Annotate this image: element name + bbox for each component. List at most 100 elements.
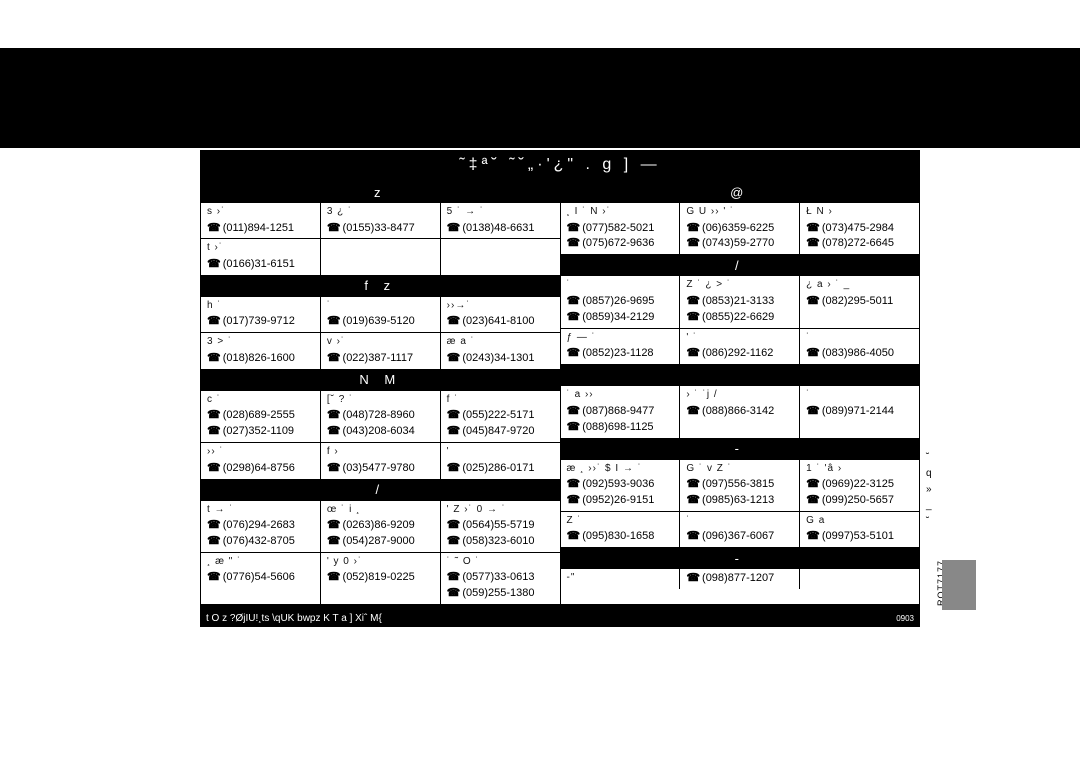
phone-icon: ☎ <box>806 478 820 490</box>
phone-number: ☎(023)641-8100 <box>447 314 556 330</box>
cell: ˙☎(083)986-4050 <box>800 329 919 364</box>
cell: ' ˙☎(086)292-1162 <box>680 329 800 364</box>
phone-icon: ☎ <box>567 421 581 433</box>
phone-number: ☎(0263)86-9209 <box>327 518 436 534</box>
region-body: æ ¸ ››˙ $ I → ˙☎(092)593-9036☎(0952)26-9… <box>561 460 920 548</box>
phone-number: ☎(0564)55-5719 <box>447 518 556 534</box>
cell: ƒ — ˙☎(0852)23-1128 <box>561 329 681 364</box>
location-label: 1 ˙ 'â › <box>806 462 915 477</box>
phone-icon: ☎ <box>686 311 700 323</box>
phone-icon: ☎ <box>447 462 461 474</box>
phone-icon: ☎ <box>327 352 341 364</box>
phone-icon: ☎ <box>686 295 700 307</box>
location-label: ƒ — ˙ <box>567 331 676 346</box>
cell: ˙☎(089)971-2144 <box>800 386 919 437</box>
location-label: ' ˙ <box>686 331 795 346</box>
location-label: [˘ ? ˙ <box>327 393 436 408</box>
location-label: 5 ˙ → ˙ <box>447 205 556 220</box>
phone-icon: ☎ <box>567 311 581 323</box>
cell: ¸ I ˙ N ›˙☎(077)582-5021☎(075)672-9636 <box>561 203 681 254</box>
phone-number: ☎(052)819-0225 <box>327 570 436 586</box>
phone-number: ☎(0857)26-9695 <box>567 294 676 310</box>
phone-icon: ☎ <box>327 571 341 583</box>
table-row: ˙ a ››☎(087)868-9477☎(088)698-1125 › ˙ ˙… <box>561 386 920 437</box>
cell: 5 ˙ → ˙☎(0138)48-6631 <box>441 203 560 238</box>
cell: › ˙ ˙j /☎(088)866-3142 <box>680 386 800 437</box>
cell: [˘ ? ˙☎(048)728-8960☎(043)208-6034 <box>321 391 441 442</box>
phone-number: ☎(0776)54-5606 <box>207 570 316 586</box>
phone-number: ☎(088)698-1125 <box>567 420 676 436</box>
region-header: N M <box>201 369 560 391</box>
table-row: s ›˙☎(011)894-1251 3 ¿ ˙☎(0155)33-8477 5 ˙… <box>201 203 560 239</box>
phone-number: ☎(0298)64-8756 <box>207 461 316 477</box>
phone-number: ☎(075)672-9636 <box>567 236 676 252</box>
cell: f ˙☎(055)222-5171☎(045)847-9720 <box>441 391 560 442</box>
phone-number: ☎(082)295-5011 <box>806 294 915 310</box>
region-header: @ <box>561 181 920 203</box>
location-label: ›› ˙ <box>207 445 316 460</box>
phone-icon: ☎ <box>686 478 700 490</box>
location-label: v ›˙ <box>327 335 436 350</box>
location-label: s ›˙ <box>207 205 316 220</box>
phone-number: ☎(078)272-6645 <box>806 236 915 252</box>
region-header: f z <box>201 275 560 297</box>
phone-number: ☎(083)986-4050 <box>806 346 915 362</box>
cell: t ›˙☎(0166)31-6151 <box>201 239 321 274</box>
phone-number: ☎(048)728-8960 <box>327 408 436 424</box>
cell: h ˙☎(017)739-9712 <box>201 297 321 332</box>
table-row: c ˙☎(028)689-2555☎(027)352-1109[˘ ? ˙☎(0… <box>201 391 560 443</box>
location-label: ¸ I ˙ N ›˙ <box>567 205 676 220</box>
phone-number: ☎(099)250-5657 <box>806 493 915 509</box>
region-body: t → ˙☎(076)294-2683☎(076)432-8705 œ ˙ i ¸… <box>201 501 560 605</box>
phone-icon: ☎ <box>207 425 221 437</box>
cell: f ›☎(03)5477-9780 <box>321 443 441 478</box>
cell: 3 > ˙☎(018)826-1600 <box>201 333 321 368</box>
table-row: t ›˙☎(0166)31-6151 <box>201 239 560 274</box>
table-row: 3 > ˙☎(018)826-1600v ›˙☎(022)387-1117æ a… <box>201 333 560 368</box>
table-row: æ ¸ ››˙ $ I → ˙☎(092)593-9036☎(0952)26-9… <box>561 460 920 512</box>
phone-number: ☎(022)387-1117 <box>327 351 436 367</box>
phone-icon: ☎ <box>327 519 341 531</box>
phone-icon: ☎ <box>327 409 341 421</box>
region-body: ˙ a ››☎(087)868-9477☎(088)698-1125 › ˙ ˙… <box>561 386 920 437</box>
cell: s ›˙☎(011)894-1251 <box>201 203 321 238</box>
table-row: ›› ˙☎(0298)64-8756f ›☎(03)5477-9780'☎(02… <box>201 443 560 478</box>
location-label: 3 ¿ ˙ <box>327 205 436 220</box>
phone-icon: ☎ <box>207 571 221 583</box>
cell: Z ˙☎(095)830-1658 <box>561 512 681 547</box>
phone-number: ☎(092)593-9036 <box>567 477 676 493</box>
cell: G U ›› ' ˙☎(06)6359-6225☎(0743)59-2770 <box>680 203 800 254</box>
location-label: ¿ a › ˙ _ <box>806 278 915 293</box>
cell: Ł N ›☎(073)475-2984☎(078)272-6645 <box>800 203 919 254</box>
cell: t → ˙☎(076)294-2683☎(076)432-8705 <box>201 501 321 552</box>
cell: ››→˙☎(023)641-8100 <box>441 297 560 332</box>
phone-icon: ☎ <box>567 494 581 506</box>
phone-icon: ☎ <box>327 425 341 437</box>
phone-number: ☎(0855)22-6629 <box>686 310 795 326</box>
phone-number: ☎(0155)33-8477 <box>327 221 436 237</box>
phone-icon: ☎ <box>447 535 461 547</box>
phone-icon: ☎ <box>447 222 461 234</box>
cell: G a☎(0997)53-5101 <box>800 512 919 547</box>
phone-icon: ☎ <box>447 409 461 421</box>
location-label: ' Z ›˙ 0 → ˙ <box>447 503 556 518</box>
phone-icon: ☎ <box>686 237 700 249</box>
cell: ¸ æ " ˙☎(0776)54-5606 <box>201 553 321 604</box>
phone-icon: ☎ <box>567 222 581 234</box>
location-label: › ˙ ˙j / <box>686 388 795 403</box>
location-label: ˙ <box>686 514 795 529</box>
phone-number: ☎(0138)48-6631 <box>447 221 556 237</box>
phone-number: ☎(028)689-2555 <box>207 408 316 424</box>
table-row: ƒ — ˙☎(0852)23-1128' ˙☎(086)292-1162 ˙☎(… <box>561 329 920 364</box>
table-row: -"☎(098)877-1207 <box>561 569 920 589</box>
phone-number: ☎(0243)34-1301 <box>447 351 556 367</box>
phone-icon: ☎ <box>447 587 461 599</box>
cell: -" <box>561 569 681 589</box>
location-label: œ ˙ i ¸ <box>327 503 436 518</box>
phone-icon: ☎ <box>806 494 820 506</box>
cell: ˙ a ››☎(087)868-9477☎(088)698-1125 <box>561 386 681 437</box>
cell: 1 ˙ 'â ›☎(0969)22-3125☎(099)250-5657 <box>800 460 919 511</box>
title-bar: ˜‡ª˘ ˜˘„·'¿" . g ] — <box>200 150 920 180</box>
location-label: f ˙ <box>447 393 556 408</box>
cell: ˙☎(019)639-5120 <box>321 297 441 332</box>
